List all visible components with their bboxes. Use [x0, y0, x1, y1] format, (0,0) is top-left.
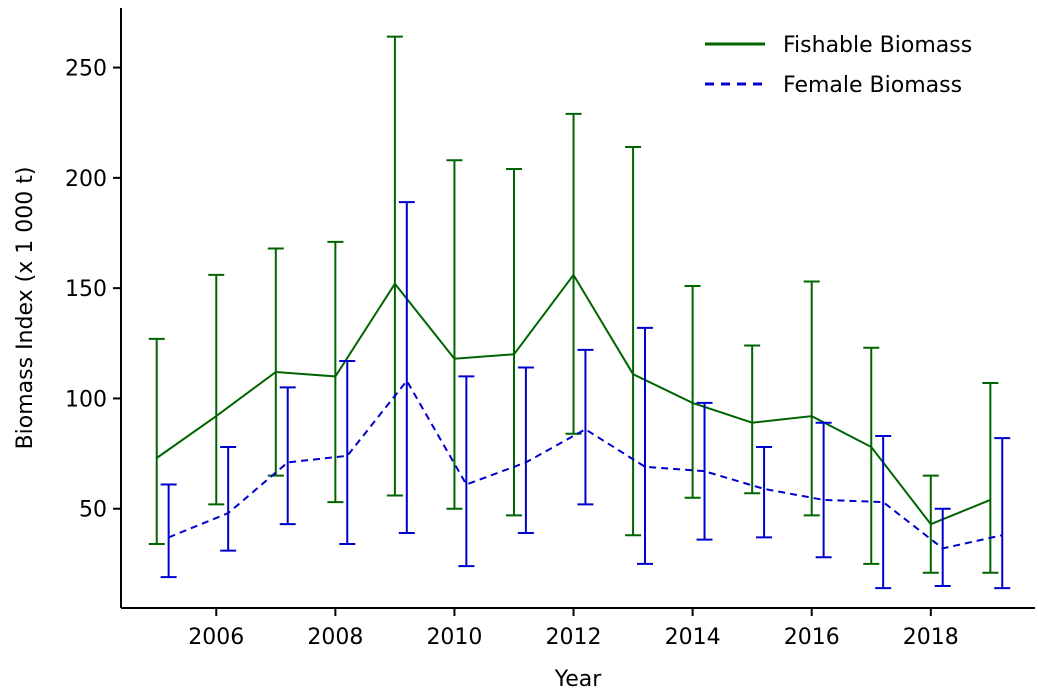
y-tick-label: 200 — [65, 167, 107, 192]
y-axis-label: Biomass Index (x 1 000 t) — [13, 167, 38, 450]
axes-layer: 2006 2008 2010 2012 2014 2016 2018 50 100 150 200 2… — [65, 8, 1035, 650]
x-axis-label: Year — [554, 667, 603, 692]
legend-label: Fishable Biomass — [783, 33, 972, 58]
y-tick-label: 50 — [79, 498, 107, 523]
x-tick-label: 2008 — [307, 625, 363, 650]
x-tick-label: 2016 — [784, 625, 840, 650]
legend-label: Female Biomass — [783, 73, 962, 98]
series-line — [156, 273, 991, 526]
series-layer — [148, 35, 1011, 590]
x-tick-label: 2012 — [546, 625, 602, 650]
legend: Fishable Biomass Female Biomass — [705, 33, 972, 98]
series-1 — [160, 201, 1011, 590]
y-tick-label: 250 — [65, 57, 107, 82]
y-tick-label: 100 — [65, 387, 107, 412]
x-tick-label: 2010 — [426, 625, 482, 650]
y-tick-label: 150 — [65, 277, 107, 302]
x-tick-label: 2018 — [903, 625, 959, 650]
series-line — [168, 379, 1003, 550]
legend-item-1: Female Biomass — [705, 73, 962, 98]
series-0 — [148, 35, 999, 574]
x-tick-label: 2014 — [665, 625, 721, 650]
legend-item-0: Fishable Biomass — [705, 33, 972, 58]
x-tick-label: 2006 — [188, 625, 244, 650]
